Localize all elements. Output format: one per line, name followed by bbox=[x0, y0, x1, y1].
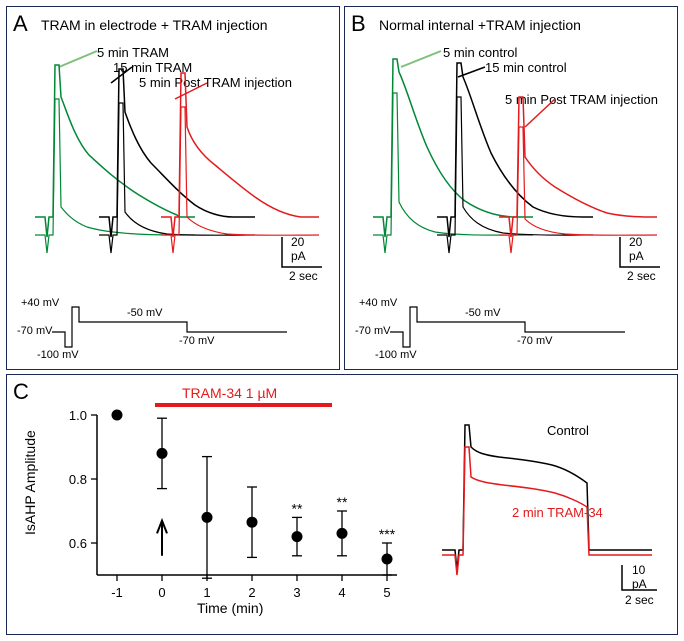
panel-a-scale-y: 20 bbox=[291, 235, 304, 249]
panel-c-inset-tram: 2 min TRAM-34 bbox=[512, 505, 603, 520]
panel-c: C 0.60.81.0-1012345******* TRAM-34 1 µM … bbox=[6, 374, 678, 635]
svg-text:4: 4 bbox=[338, 585, 345, 600]
panel-a-v1: +40 mV bbox=[21, 297, 59, 309]
svg-text:5: 5 bbox=[383, 585, 390, 600]
svg-text:0.6: 0.6 bbox=[69, 536, 87, 551]
panel-c-label: C bbox=[13, 379, 29, 405]
panel-a-scale-y-unit: pA bbox=[291, 249, 306, 263]
panel-a: A TRAM in electrode + TRAM injection 5 m… bbox=[6, 6, 340, 370]
svg-text:0.8: 0.8 bbox=[69, 472, 87, 487]
svg-text:**: ** bbox=[292, 500, 303, 516]
panel-b-scale-x: 2 sec bbox=[627, 269, 656, 283]
panel-c-inset-sy: 10 bbox=[632, 563, 645, 577]
panel-b-scale-y-unit: pA bbox=[629, 249, 644, 263]
panel-a-scale-x: 2 sec bbox=[289, 269, 318, 283]
panel-b-v4: -50 mV bbox=[465, 307, 500, 319]
panel-b-scale-y: 20 bbox=[629, 235, 642, 249]
panel-a-v5: -70 mV bbox=[179, 335, 214, 347]
panel-a-v4: -50 mV bbox=[127, 307, 162, 319]
svg-text:**: ** bbox=[337, 494, 348, 510]
panel-b-v2: -70 mV bbox=[355, 325, 390, 337]
svg-text:***: *** bbox=[379, 526, 396, 542]
svg-text:0: 0 bbox=[158, 585, 165, 600]
panel-a-v2: -70 mV bbox=[17, 325, 52, 337]
svg-text:3: 3 bbox=[293, 585, 300, 600]
panel-a-v3: -100 mV bbox=[37, 349, 79, 361]
panel-b-v3: -100 mV bbox=[375, 349, 417, 361]
panel-c-timecourse: 0.60.81.0-1012345******* bbox=[47, 385, 407, 625]
panel-c-xlabel: Time (min) bbox=[197, 600, 263, 616]
panel-c-inset-sx: 2 sec bbox=[625, 593, 654, 607]
panel-c-inset-syu: pA bbox=[632, 577, 647, 591]
panel-c-ylabel: IsAHP Amplitude bbox=[22, 430, 38, 535]
panel-b: B Normal internal +TRAM injection 5 min … bbox=[344, 6, 678, 370]
panel-c-inset-control: Control bbox=[547, 423, 589, 438]
svg-text:2: 2 bbox=[248, 585, 255, 600]
panel-c-drug-label: TRAM-34 1 µM bbox=[182, 385, 277, 401]
panel-b-v1: +40 mV bbox=[359, 297, 397, 309]
panel-b-v5: -70 mV bbox=[517, 335, 552, 347]
svg-text:1.0: 1.0 bbox=[69, 408, 87, 423]
svg-text:1: 1 bbox=[203, 585, 210, 600]
svg-text:-1: -1 bbox=[111, 585, 123, 600]
